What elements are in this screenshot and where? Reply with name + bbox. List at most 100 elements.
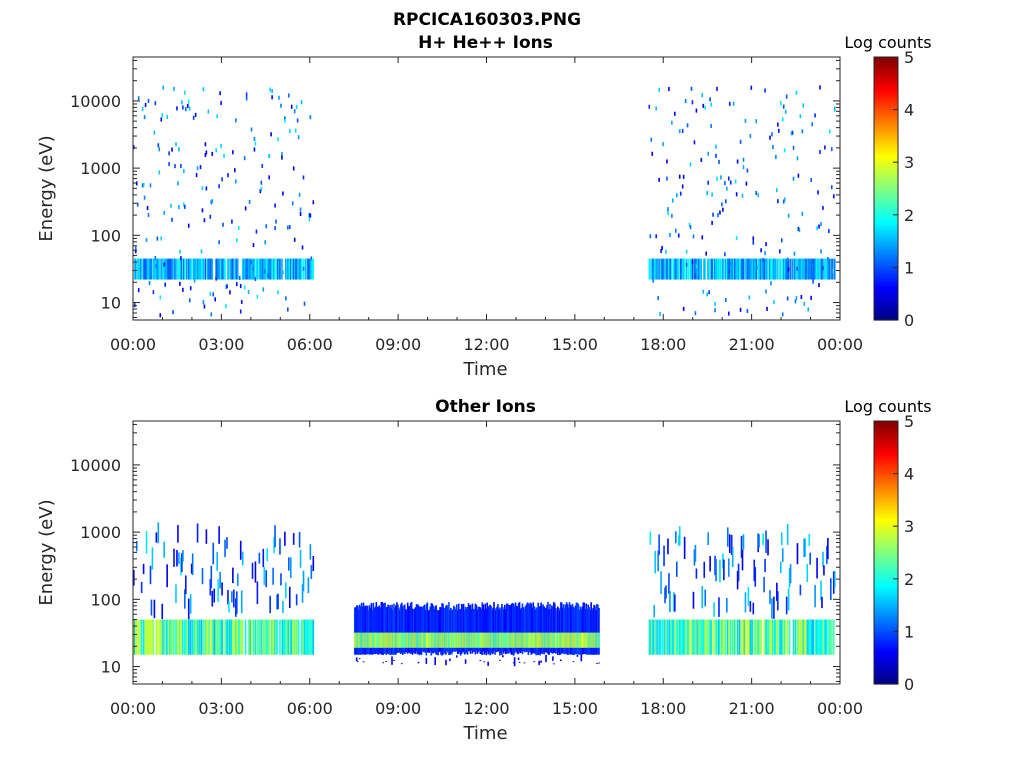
- data-cell: [729, 261, 732, 266]
- colorbar-segment: [874, 246, 898, 250]
- data-cell: [827, 264, 829, 269]
- data-cell: [560, 602, 563, 654]
- data-cell: [265, 258, 268, 280]
- data-cell: [587, 604, 590, 655]
- data-cell: [810, 619, 812, 655]
- data-cell: [398, 607, 400, 653]
- data-cell: [163, 619, 166, 655]
- data-cell: [457, 603, 460, 654]
- data-cell: [267, 273, 269, 278]
- colorbar-segment: [874, 639, 898, 643]
- data-cell: [362, 661, 365, 663]
- data-cell: [541, 632, 543, 648]
- data-cell: [362, 632, 365, 648]
- data-cell: [254, 561, 257, 583]
- data-cell: [142, 258, 145, 280]
- data-cell: [762, 258, 764, 263]
- data-cell: [729, 258, 732, 280]
- colorbar-segment: [874, 473, 898, 477]
- data-cell: [598, 607, 600, 655]
- data-cell: [263, 258, 266, 280]
- data-cell: [758, 534, 760, 548]
- data-cell: [221, 177, 223, 182]
- data-cell: [817, 190, 819, 195]
- colorbar-segment: [874, 256, 898, 261]
- data-cell: [171, 217, 173, 222]
- data-cell: [799, 584, 802, 596]
- data-cell: [744, 592, 747, 613]
- data-cell: [806, 564, 809, 582]
- data-cell: [775, 154, 777, 159]
- data-cell: [694, 619, 697, 655]
- colorbar-segment: [874, 306, 898, 311]
- data-cell: [528, 604, 531, 652]
- colorbar-segment: [874, 518, 898, 522]
- data-cell: [227, 619, 229, 655]
- data-cell: [404, 632, 407, 648]
- x-tick-label: 15:00: [552, 699, 598, 718]
- colorbar-segment: [874, 120, 898, 124]
- y-tick-label: 100: [90, 226, 121, 245]
- data-cell: [708, 258, 710, 280]
- data-cell: [766, 306, 768, 311]
- data-cell: [741, 550, 744, 571]
- data-cell: [546, 632, 548, 648]
- data-cell: [702, 289, 705, 294]
- data-cell: [539, 632, 541, 648]
- colorbar-segment: [874, 489, 898, 493]
- data-cell: [396, 602, 398, 653]
- data-cell: [786, 296, 789, 301]
- data-cell: [819, 149, 821, 155]
- data-cell: [270, 619, 272, 655]
- data-cell: [475, 604, 478, 651]
- data-cell: [437, 632, 439, 648]
- data-cell: [434, 606, 436, 653]
- data-cell: [241, 551, 244, 566]
- data-cell: [769, 135, 771, 140]
- colorbar-segment: [874, 288, 898, 292]
- data-cell: [649, 619, 652, 655]
- data-cell: [495, 608, 497, 653]
- data-cell: [660, 258, 662, 280]
- colorbar-segment: [874, 584, 898, 588]
- data-cell: [176, 106, 178, 111]
- colorbar-segment: [874, 465, 898, 469]
- data-cell: [205, 150, 208, 155]
- data-cell: [565, 602, 568, 654]
- data-cell: [799, 619, 802, 655]
- colorbar-segment: [874, 594, 898, 598]
- colorbar-segment: [874, 644, 898, 648]
- data-cell: [200, 258, 203, 280]
- data-cell: [538, 606, 540, 654]
- data-cell: [299, 207, 302, 212]
- colorbar-segment: [874, 665, 898, 669]
- data-cell: [485, 608, 487, 656]
- data-cell: [757, 619, 760, 655]
- data-cell: [444, 607, 446, 655]
- data-cell: [579, 632, 582, 648]
- data-cell: [738, 619, 741, 655]
- data-cell: [723, 619, 725, 655]
- data-cell: [520, 632, 523, 648]
- data-cell: [511, 632, 514, 648]
- data-cell: [260, 180, 263, 185]
- data-cell: [391, 632, 393, 648]
- data-cell: [310, 619, 313, 655]
- data-cell: [516, 606, 519, 655]
- colorbar-segment: [874, 185, 898, 190]
- colorbar-segment: [874, 135, 898, 140]
- data-cell: [387, 604, 389, 654]
- data-cell: [442, 632, 444, 648]
- data-cell: [503, 609, 505, 654]
- data-cell: [718, 159, 720, 164]
- data-cell: [393, 659, 395, 661]
- data-cell: [227, 173, 229, 178]
- data-cell: [281, 155, 283, 160]
- data-cell: [668, 258, 670, 280]
- data-cell: [699, 619, 702, 655]
- data-cell: [449, 632, 451, 648]
- data-cell: [545, 608, 547, 653]
- data-cell: [467, 632, 470, 648]
- data-cell: [677, 535, 680, 546]
- data-cell: [701, 619, 704, 655]
